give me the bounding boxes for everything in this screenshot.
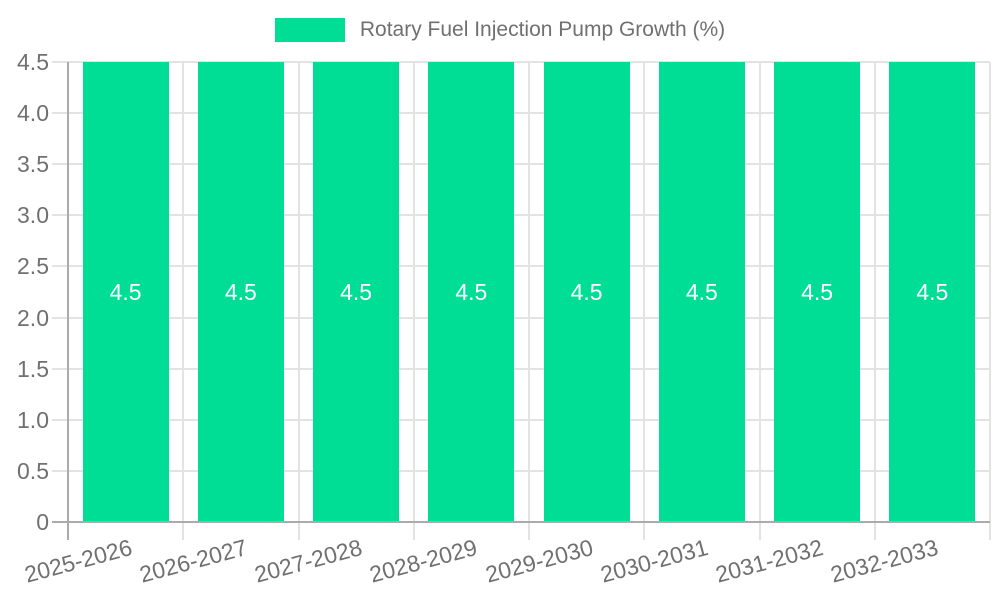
- y-tick: [52, 163, 68, 166]
- y-axis-tick-label: 0: [36, 509, 49, 535]
- y-axis-tick-label: 1.5: [17, 355, 49, 382]
- x-axis-line: [52, 521, 990, 523]
- y-tick: [52, 265, 68, 268]
- legend-swatch: [274, 18, 345, 42]
- y-tick: [52, 112, 68, 115]
- x-axis-tick-label: 2025-2026: [21, 534, 135, 588]
- bar-2032-2033[interactable]: [889, 62, 976, 522]
- y-tick: [52, 316, 68, 319]
- chart-legend[interactable]: Rotary Fuel Injection Pump Growth (%): [0, 18, 1000, 42]
- y-tick: [52, 418, 68, 421]
- y-axis-tick-label: 3.5: [17, 151, 49, 178]
- y-axis-line: [67, 62, 69, 540]
- x-boundary-gridline: [758, 62, 761, 540]
- x-axis-tick-label: 2027-2028: [251, 534, 365, 588]
- y-axis-tick-label: 1.0: [17, 406, 49, 433]
- x-boundary-gridline: [528, 62, 530, 540]
- x-boundary-gridline: [873, 62, 876, 540]
- bar-2026-2027[interactable]: [197, 62, 284, 522]
- x-boundary-gridline: [643, 62, 646, 540]
- y-axis-tick-label: 2.5: [17, 253, 49, 280]
- x-axis-tick-label: 2029-2030: [482, 534, 596, 588]
- bar-value-label: 4.5: [340, 279, 373, 305]
- y-axis-tick-label: 0.5: [17, 457, 49, 484]
- y-axis-tick-label: 2.0: [17, 304, 49, 331]
- x-axis-tick-label: 2030-2031: [597, 534, 711, 588]
- x-axis-tick-label: 2028-2029: [367, 534, 481, 588]
- bar-value-label: 4.5: [685, 279, 718, 305]
- x-axis-tick-label: 2026-2027: [136, 534, 250, 588]
- y-axis-tick-label: 4.0: [17, 100, 49, 127]
- y-tick: [52, 61, 68, 63]
- bar-value-label: 4.5: [801, 279, 834, 305]
- x-axis-tick-label: 2032-2033: [828, 534, 942, 588]
- x-boundary-gridline: [297, 62, 300, 540]
- y-axis-tick-label: 3.0: [17, 202, 49, 229]
- bar-value-label: 4.5: [224, 279, 257, 305]
- bar-2028-2029[interactable]: [428, 62, 515, 522]
- x-boundary-gridline: [182, 62, 185, 540]
- y-tick: [52, 367, 68, 370]
- bar-2031-2032[interactable]: [774, 62, 861, 522]
- y-axis-tick-label: 4.5: [17, 49, 49, 75]
- bar-2025-2026[interactable]: [82, 62, 169, 522]
- bar-value-label: 4.5: [109, 279, 142, 305]
- x-boundary-gridline: [989, 62, 991, 540]
- legend-label: Rotary Fuel Injection Pump Growth (%): [359, 18, 726, 41]
- x-boundary-gridline: [412, 62, 415, 540]
- bar-2027-2028[interactable]: [313, 62, 400, 522]
- bar-value-label: 4.5: [916, 279, 949, 305]
- x-axis-tick-label: 2031-2032: [712, 534, 826, 588]
- y-tick: [52, 469, 68, 472]
- bar-value-label: 4.5: [570, 279, 603, 305]
- y-tick: [52, 214, 68, 217]
- bar-value-label: 4.5: [455, 279, 488, 305]
- bar-2029-2030[interactable]: [543, 62, 630, 522]
- bar-2030-2031[interactable]: [658, 62, 745, 522]
